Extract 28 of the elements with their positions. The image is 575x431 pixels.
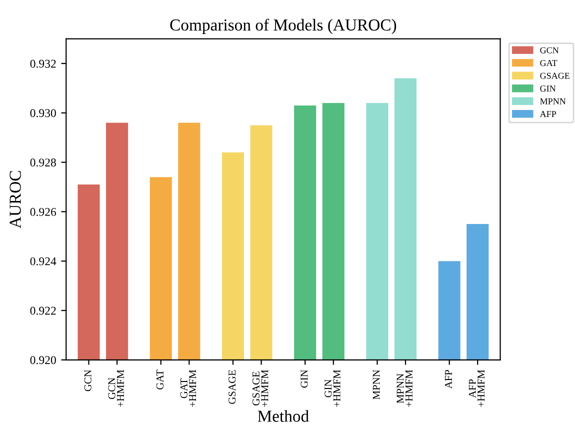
legend-label: GIN (540, 86, 556, 92)
x-tick-label: GSAGE (228, 370, 236, 404)
x-tick-label: AFP (444, 370, 452, 389)
x-tick-label: MPNN (372, 370, 380, 400)
legend-label: GSAGE (540, 72, 570, 79)
x-tick-label: MPNN +HMFM (396, 370, 412, 407)
x-tick-label: GAT (156, 370, 164, 390)
x-tick-label: GIN (300, 370, 308, 388)
y-tick-label: 0.932 (30, 60, 56, 68)
legend-label: MPNN (540, 98, 566, 104)
y-tick-label: 0.930 (30, 109, 56, 118)
x-axis-title: Method (258, 410, 309, 422)
legend-label: GCN (540, 47, 559, 54)
y-tick-label: 0.924 (30, 257, 56, 266)
x-tick-label: GSAGE +HMFM (252, 370, 268, 407)
legend-label: AFP (540, 111, 556, 118)
x-tick-label: AFP +HMFM (468, 370, 484, 407)
y-axis-title: AUROC (10, 171, 21, 228)
legend-label: GAT (540, 60, 558, 66)
y-tick-label: 0.920 (30, 356, 56, 364)
x-tick-label: GCN +HMFM (108, 370, 124, 407)
y-tick-label: 0.928 (30, 158, 56, 167)
y-tick-label: 0.926 (30, 208, 56, 216)
y-tick-label: 0.922 (30, 306, 56, 315)
x-tick-label: GAT +HMFM (180, 370, 196, 407)
x-tick-label: GCN (84, 370, 92, 392)
x-tick-label: GIN +HMFM (324, 370, 340, 407)
chart-title: Comparison of Models (AUROC) (170, 18, 396, 34)
